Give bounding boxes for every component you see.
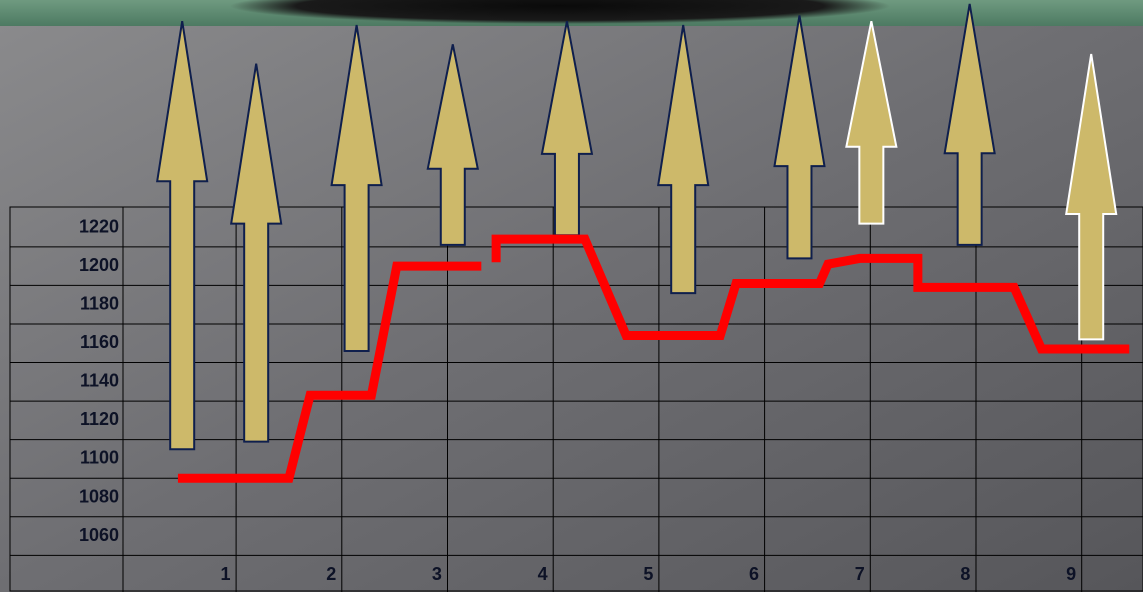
x-tick-label: 2 bbox=[326, 564, 336, 584]
y-tick-label: 1100 bbox=[80, 448, 119, 468]
y-tick-label: 1160 bbox=[80, 332, 119, 352]
x-tick-label: 7 bbox=[855, 564, 865, 584]
y-tick-label: 1200 bbox=[79, 255, 119, 275]
y-tick-label: 1060 bbox=[79, 525, 119, 545]
x-tick-label: 5 bbox=[643, 564, 653, 584]
chart: 1060 1080 1100 1120 1140 1160 1180 1200 1220 1 2 3 4… bbox=[0, 0, 1143, 592]
x-tick-label: 4 bbox=[538, 564, 548, 584]
x-tick-label: 9 bbox=[1066, 564, 1076, 584]
y-tick-label: 1180 bbox=[80, 293, 119, 313]
x-tick-label: 6 bbox=[749, 564, 759, 584]
y-tick-label: 1120 bbox=[80, 409, 119, 429]
x-tick-label: 1 bbox=[221, 564, 231, 584]
y-tick-label: 1220 bbox=[79, 216, 119, 236]
x-tick-label: 8 bbox=[960, 564, 970, 584]
y-tick-label: 1080 bbox=[79, 486, 119, 506]
y-tick-label: 1140 bbox=[80, 371, 119, 391]
x-tick-label: 3 bbox=[432, 564, 442, 584]
